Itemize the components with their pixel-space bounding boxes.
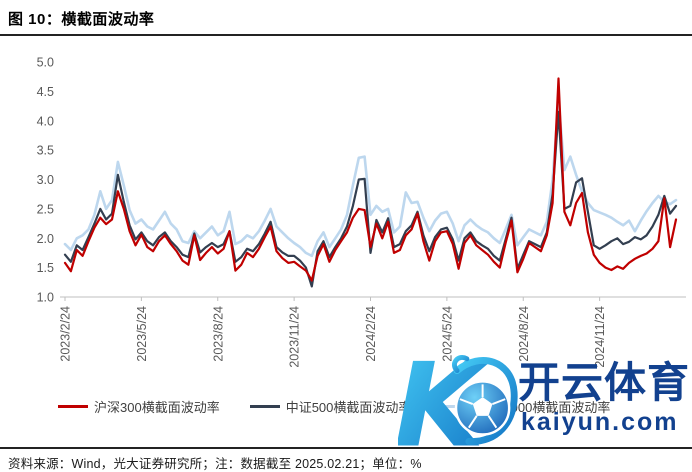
svg-text:2023/11/24: 2023/11/24: [288, 306, 302, 368]
svg-text:5.0: 5.0: [37, 56, 54, 70]
svg-text:1.0: 1.0: [37, 291, 54, 305]
source-note: 资料来源：Wind，光大证券研究所；注：数据截至 2025.02.21；单位：%: [8, 457, 422, 471]
svg-text:1.5: 1.5: [37, 261, 54, 275]
figure-title: 图 10：横截面波动率: [8, 11, 155, 28]
hs300-line-swatch: [58, 405, 88, 408]
title-divider: [0, 34, 692, 36]
svg-text:3.0: 3.0: [37, 173, 54, 187]
svg-text:2.0: 2.0: [37, 232, 54, 246]
zz500-line-swatch: [249, 405, 280, 408]
svg-text:2024/8/24: 2024/8/24: [517, 306, 531, 362]
legend-item-zz500: 中证500横截面波动率: [249, 397, 412, 416]
svg-text:2.5: 2.5: [37, 202, 54, 216]
zz1000-line-swatch: [441, 405, 472, 408]
legend-item-zz1000: 中证1000横截面波动率: [441, 397, 610, 416]
chart-legend: 沪深300横截面波动率 中证500横截面波动率 中证1000横截面波动率: [0, 397, 692, 416]
svg-text:3.5: 3.5: [37, 144, 54, 158]
legend-label-zz1000: 中证1000横截面波动率: [477, 400, 611, 415]
chart-area: 1.0 1.5 2.0 2.5 3.0 3.5 4.0 4.5 5.0 2023/2/24 2023…: [0, 36, 692, 463]
legend-label-zz500: 中证500横截面波动率: [285, 400, 412, 415]
legend-item-hs300: 沪深300横截面波动率: [58, 397, 220, 416]
svg-text:2023/2/24: 2023/2/24: [59, 306, 73, 362]
svg-text:4.5: 4.5: [37, 85, 54, 99]
svg-text:4.0: 4.0: [37, 114, 54, 128]
svg-text:2023/8/24: 2023/8/24: [211, 306, 225, 362]
svg-text:2024/11/24: 2024/11/24: [593, 306, 607, 368]
legend-label-hs300: 沪深300横截面波动率: [94, 400, 220, 415]
svg-text:2024/5/24: 2024/5/24: [440, 306, 454, 362]
svg-text:2023/5/24: 2023/5/24: [135, 306, 149, 362]
cross-sectional-volatility-line-chart: 1.0 1.5 2.0 2.5 3.0 3.5 4.0 4.5 5.0 2023/2/24 2023…: [37, 56, 686, 368]
svg-text:2024/2/24: 2024/2/24: [364, 306, 378, 362]
source-divider: [0, 447, 692, 449]
